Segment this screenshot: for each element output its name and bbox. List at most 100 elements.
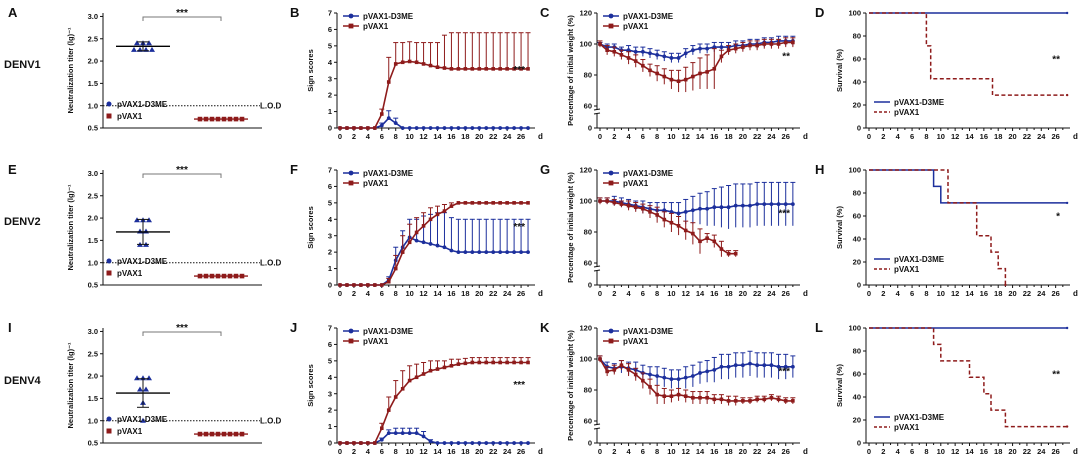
data-point — [683, 51, 688, 56]
legend-label-d3me: pVAX1-D3ME — [117, 257, 168, 266]
x-tick-label: 0 — [598, 132, 602, 141]
series-line — [340, 60, 528, 129]
y-tick-label: 5 — [328, 41, 332, 50]
y-tick-label: 2.5 — [88, 191, 98, 200]
data-point — [421, 62, 426, 66]
x-tick-label: 4 — [366, 447, 371, 456]
x-tick-label: 10 — [405, 132, 413, 141]
data-point — [626, 203, 631, 208]
y-tick-label: 0 — [857, 281, 861, 290]
panel-letter: A — [8, 5, 18, 20]
panel-A: A 0.5 1.0 1.5 2.0 2.5 3.0 Neutralization titer … — [8, 5, 282, 133]
data-point — [612, 49, 617, 54]
significance-label: ** — [1052, 55, 1060, 66]
y-tick-label: 40 — [853, 235, 861, 244]
data-point — [783, 399, 788, 403]
data-point — [683, 394, 688, 398]
y-tick-label: 80 — [584, 228, 592, 237]
data-point — [428, 368, 433, 373]
row-label-denv1: DENV1 — [4, 59, 41, 71]
x-tick-label: 16 — [710, 132, 718, 141]
data-point — [491, 67, 496, 71]
data-point — [791, 399, 795, 403]
data-point — [519, 201, 523, 205]
y-tick-label: 5 — [328, 198, 332, 207]
panel-letter: E — [8, 162, 17, 177]
legend-label-pvax1: pVAX1 — [363, 337, 389, 346]
x-tick-label: 24 — [1037, 447, 1046, 456]
series-pvax1 — [597, 37, 796, 93]
data-point — [505, 67, 509, 71]
x-tick-label: 2 — [352, 289, 356, 298]
y-tick-label: 60 — [853, 370, 861, 379]
legend-label-d3me: pVAX1-D3ME — [623, 12, 674, 21]
data-point — [491, 126, 496, 130]
data-point — [373, 441, 377, 445]
data-point — [386, 431, 391, 436]
data-point — [705, 369, 710, 374]
data-point — [435, 243, 440, 248]
x-axis-label: d — [538, 447, 543, 456]
y-tick-label: 120 — [579, 166, 592, 175]
significance-label: *** — [778, 209, 790, 220]
data-point — [345, 283, 349, 287]
x-tick-label: 16 — [710, 447, 718, 456]
x-tick-label: 12 — [419, 447, 427, 456]
x-tick-label: 8 — [924, 289, 928, 298]
legend-marker-d3me — [348, 328, 354, 334]
legend-marker-pvax1 — [106, 428, 112, 434]
data-point — [748, 203, 752, 208]
significance-label: *** — [176, 8, 188, 19]
data-point — [338, 283, 342, 287]
data-point — [641, 378, 645, 383]
y-tick-label: 2 — [328, 248, 332, 257]
data-point — [463, 361, 468, 366]
data-point — [526, 126, 530, 130]
panel-letter: K — [540, 320, 550, 335]
x-tick-label: 18 — [994, 289, 1002, 298]
data-point — [676, 211, 681, 216]
data-point — [512, 126, 517, 130]
x-tick-label: 24 — [503, 289, 512, 298]
data-point — [698, 206, 702, 211]
x-tick-label: 20 — [1008, 289, 1016, 298]
y-tick-label: 60 — [584, 417, 592, 426]
data-point — [421, 240, 426, 245]
x-tick-label: 2 — [352, 132, 356, 141]
significance-bracket — [142, 173, 222, 178]
legend-label-d3me: pVAX1-D3ME — [363, 12, 414, 21]
axis-break-mark — [593, 265, 601, 268]
x-tick-label: 6 — [910, 132, 914, 141]
data-point — [421, 434, 426, 439]
data-point — [435, 441, 440, 445]
data-point — [776, 397, 781, 402]
y-tick-label: 0.5 — [88, 281, 98, 290]
data-point — [393, 431, 398, 436]
data-point — [755, 43, 759, 48]
data-point — [428, 242, 433, 246]
data-point — [698, 71, 702, 76]
data-point — [655, 71, 659, 76]
x-tick-label: 26 — [782, 132, 790, 141]
data-point — [712, 367, 717, 372]
data-point — [748, 43, 752, 48]
data-point — [400, 60, 405, 65]
data-point — [435, 126, 440, 130]
data-point — [662, 74, 667, 79]
legend-marker-pvax1 — [348, 180, 354, 186]
x-tick-label: 4 — [626, 447, 631, 456]
y-tick-label: 2.5 — [88, 349, 98, 358]
data-point — [676, 56, 681, 60]
data-point — [149, 46, 155, 52]
y-tick-label: 2.0 — [88, 372, 98, 381]
data-point — [484, 201, 489, 205]
data-point — [733, 399, 738, 403]
data-point — [470, 360, 475, 365]
data-point — [428, 63, 433, 68]
y-axis-label: Survival (%) — [835, 49, 844, 92]
data-point — [414, 431, 419, 436]
series-line — [600, 200, 736, 255]
survival-end-marker — [1004, 283, 1007, 287]
y-tick-label: 0 — [328, 439, 332, 448]
